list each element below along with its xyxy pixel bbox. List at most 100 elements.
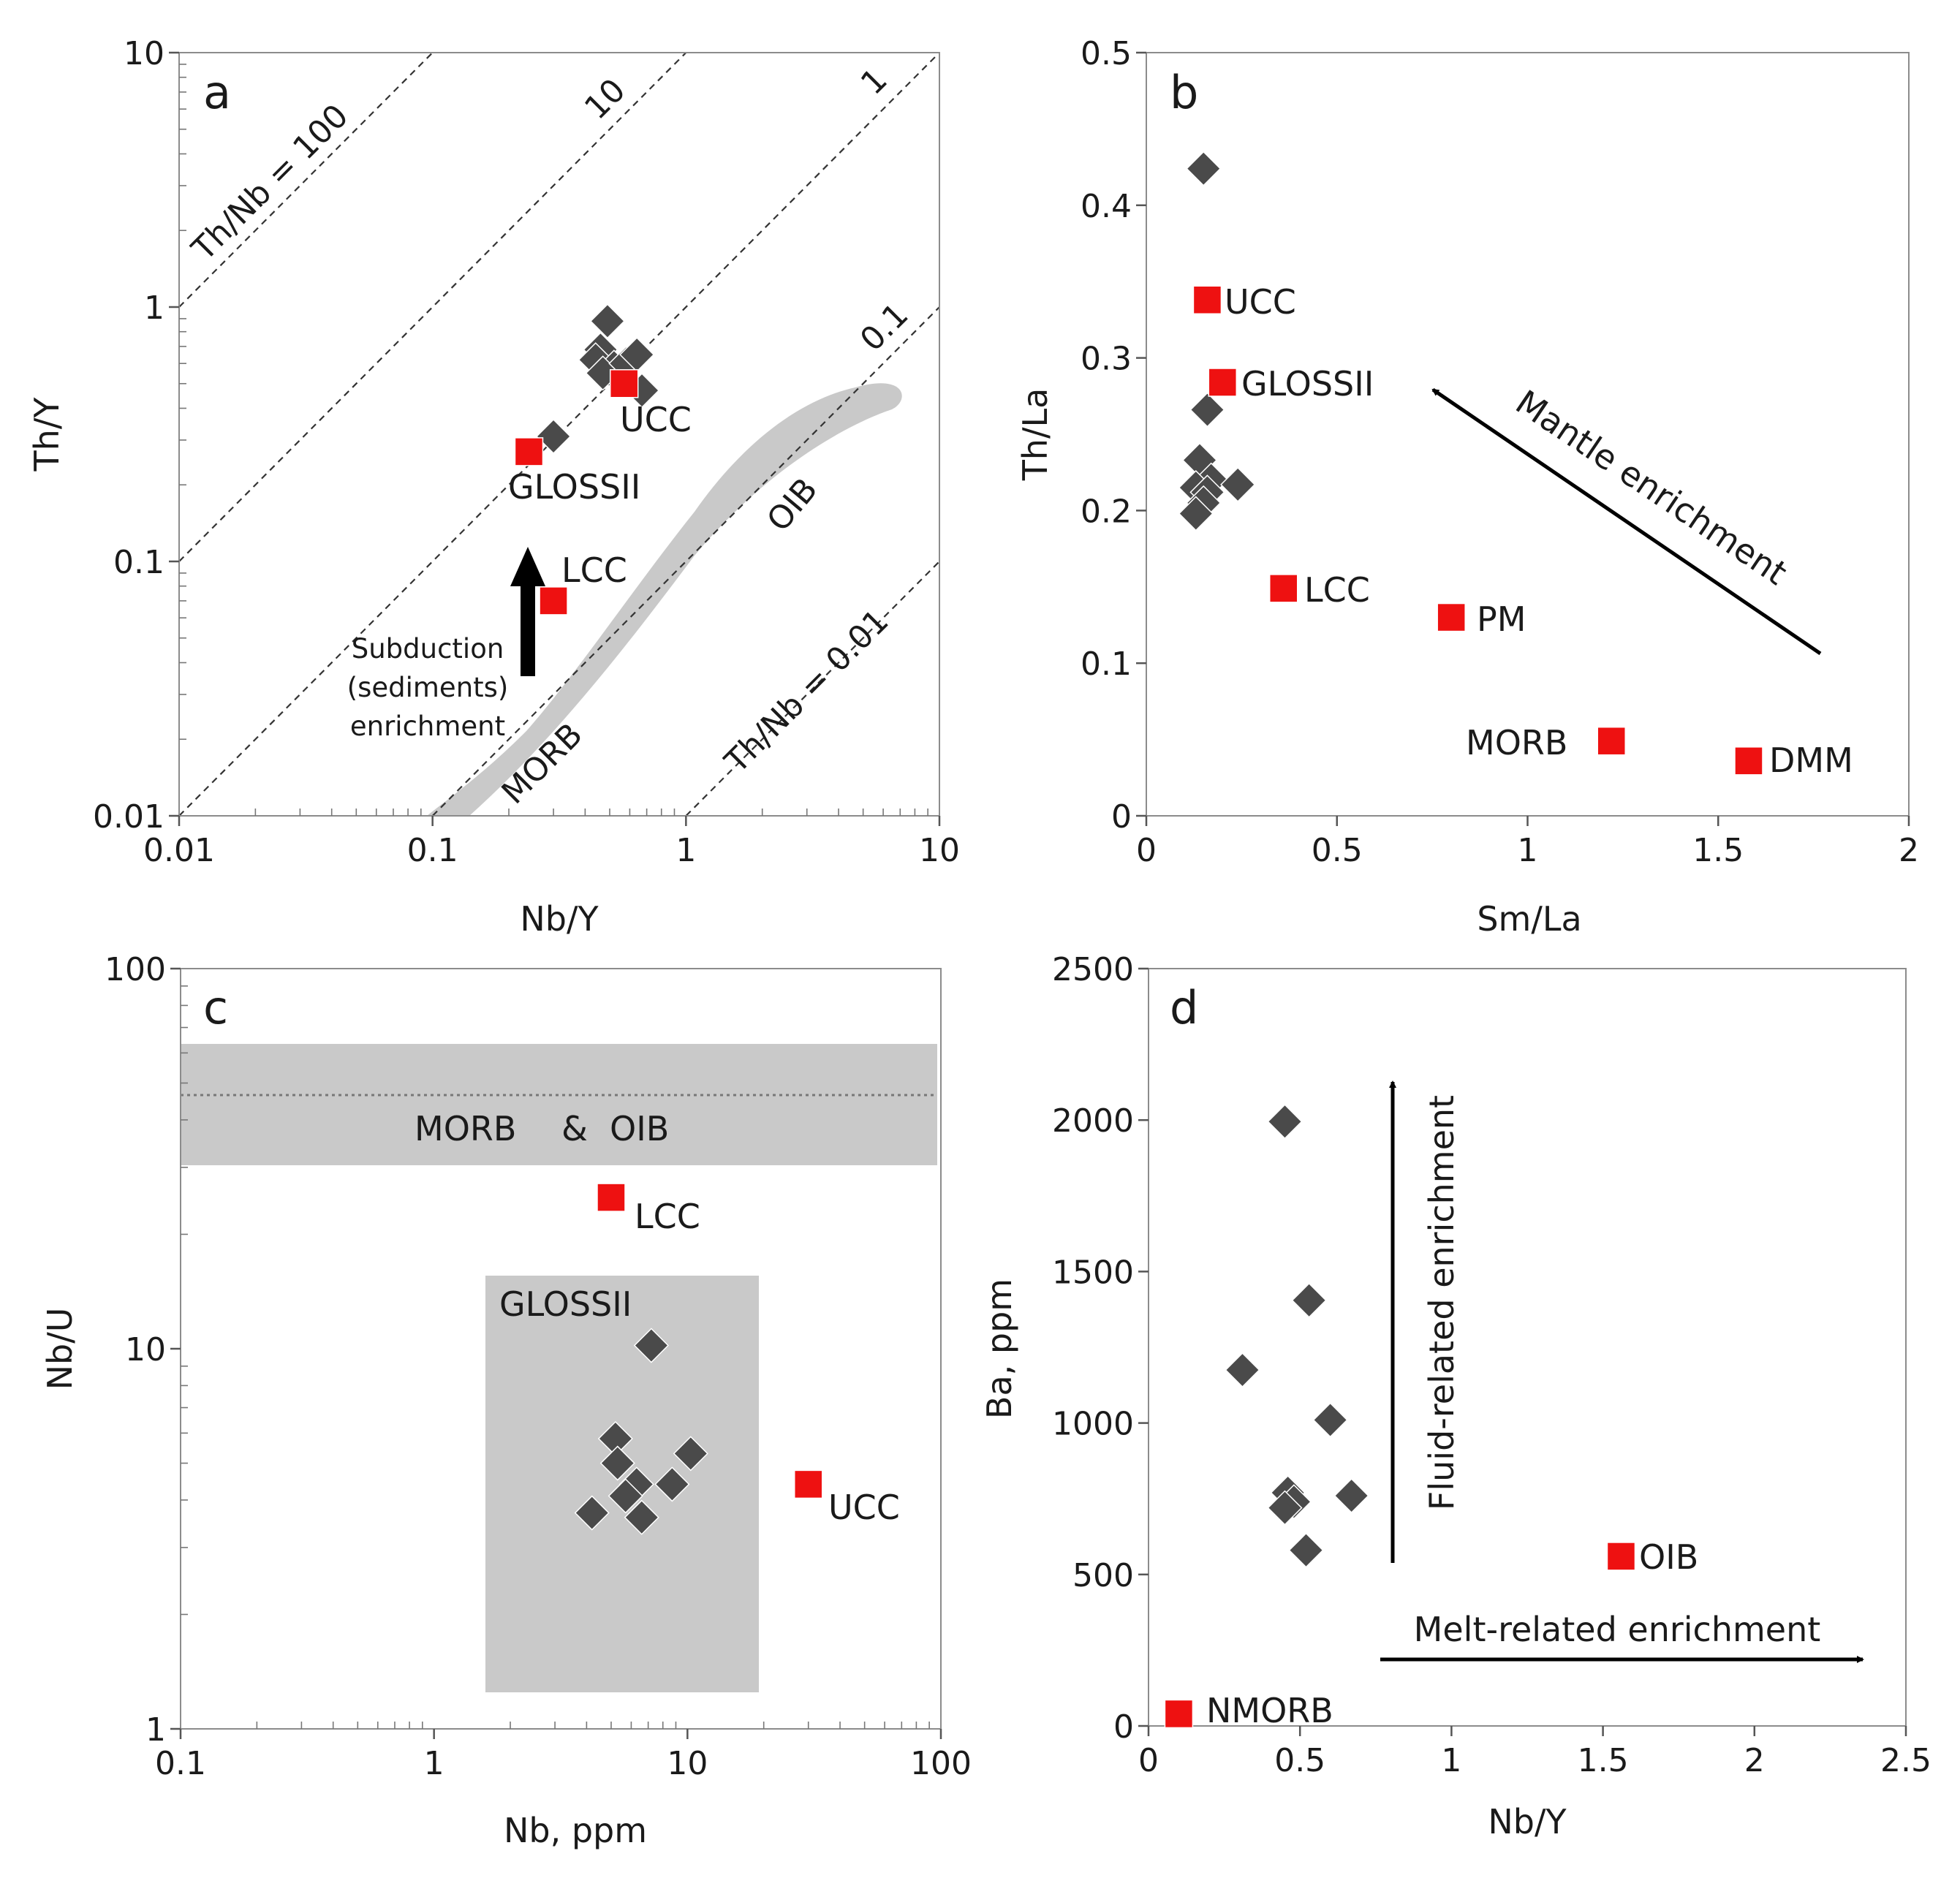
panel-b-x-tick-label: 0.5 (1312, 832, 1363, 869)
panel-a-ref-point-glossii (514, 437, 544, 466)
panel-b-sample-point (1186, 151, 1222, 186)
panel-d-x-tick-label: 1 (1441, 1742, 1461, 1779)
panel-d-sample-point (1333, 1477, 1369, 1514)
subduction-arrow (510, 547, 545, 676)
ref-label-oib-d: OIB (1639, 1537, 1698, 1577)
panel-d-y-tick-label: 2500 (1052, 951, 1134, 988)
panel-d-y-tick-label: 0 (1113, 1708, 1134, 1746)
panel-d-y-tick-label: 1000 (1052, 1406, 1134, 1443)
panel-c-ref-point-ucc (793, 1469, 823, 1499)
annotation-mantle-enrichment: Mantle enrichment (1509, 382, 1795, 593)
annotation-fluid-enrichment: Fluid-related enrichment (1422, 1095, 1461, 1510)
ratio-line-10 (178, 52, 687, 562)
panel-d-y-tick-label: 2000 (1052, 1102, 1134, 1140)
panel-c-x-tick-label: 10 (667, 1745, 708, 1782)
mantle-enrichment-arrow (1431, 387, 1822, 656)
panel-c-xlabel: Nb, ppm (504, 1811, 647, 1850)
panel-b-x-tick-label: 0 (1136, 832, 1157, 869)
panel-a-sample-point (589, 303, 625, 339)
panel-b-y-tick-label: 0.4 (1081, 188, 1132, 225)
ratio-line-label-0.01: Th/Nb = 0.01 (717, 602, 896, 781)
panel-b-ref-point-dmm (1734, 746, 1763, 776)
panel-b: 0 0.5 1 1.5 200.10.20.30.40.5 b Sm/La Th/La … (1015, 35, 1919, 939)
panel-a-ref-point-ucc (609, 369, 639, 398)
panel-d-ref-point-nmorb (1164, 1699, 1194, 1729)
panel-d-sample-point (1225, 1352, 1260, 1388)
panel-b-sample-point (1220, 466, 1256, 502)
panel-b-x-tick-label: 1 (1518, 832, 1538, 869)
panel-c-sample-point (633, 1328, 669, 1363)
ratio-line-label-0.1: 0.1 (853, 296, 916, 359)
panel-d-x-tick-label: 0.5 (1274, 1742, 1325, 1779)
field-label-oib-c: OIB (610, 1109, 669, 1148)
ratio-line-100 (178, 52, 434, 308)
ref-label-glossii-b: GLOSSII (1241, 364, 1374, 404)
panel-d-ref-point-oib (1606, 1542, 1636, 1571)
panel-c-x-tick-label: 0.1 (155, 1745, 206, 1782)
panel-a-letter: a (203, 66, 231, 119)
panel-d-x-tick-label: 1.5 (1578, 1742, 1629, 1779)
panel-a-plot-frame (178, 52, 940, 817)
annotation-sediments: (sediments) (347, 672, 509, 703)
field-label-amp: & (561, 1109, 588, 1148)
panel-c-sample-point (624, 1499, 659, 1535)
ref-label-nmorb: NMORB (1206, 1691, 1333, 1730)
panel-d-plot-frame (1148, 968, 1907, 1727)
panel-b-y-tick-label: 0.2 (1081, 493, 1132, 530)
ratio-line-label-10: 10 (578, 72, 633, 127)
panel-c-letter: c (203, 981, 228, 1034)
panel-d-sample-point (1312, 1402, 1348, 1438)
panel-b-y-tick-label: 0.1 (1081, 645, 1132, 683)
panel-c-sample-point (673, 1436, 708, 1472)
panel-c-y-tick-label: 10 (125, 1331, 166, 1368)
panel-a-y-tick-label: 0.01 (93, 798, 164, 836)
panel-c-ref-point-lcc (597, 1183, 626, 1212)
panel-a-y-tick-label: 10 (124, 35, 164, 72)
panel-d-sample-point (1291, 1282, 1327, 1318)
panel-d-sample-point (1267, 1104, 1303, 1140)
panel-a-x-tick-label: 0.1 (407, 832, 458, 869)
ref-label-morb: MORB (1466, 723, 1567, 762)
ref-label-lcc-b: LCC (1304, 570, 1370, 610)
panel-d-y-tick-label: 500 (1072, 1557, 1134, 1594)
panel-a-ylabel: Th/Y (27, 397, 67, 472)
panel-a-y-tick-label: 1 (144, 289, 164, 327)
panel-d-x-tick-label: 2 (1744, 1742, 1765, 1779)
panel-a-x-tick-label: 10 (919, 832, 960, 869)
ratio-line-label-1: 1 (854, 61, 895, 102)
annotation-enrichment: enrichment (350, 711, 505, 742)
panel-c-sample-point (654, 1466, 690, 1502)
annotation-subduction: Subduction (352, 633, 504, 665)
panel-a-xlabel: Nb/Y (520, 899, 599, 939)
panel-b-ref-point-ucc (1192, 285, 1222, 315)
field-label-glossii-c: GLOSSII (499, 1284, 632, 1324)
panel-b-y-tick-label: 0 (1111, 798, 1132, 836)
panel-b-ref-point-lcc (1268, 574, 1298, 603)
panel-d-y-tick-label: 1500 (1052, 1254, 1134, 1291)
ref-label-lcc-c: LCC (635, 1197, 700, 1236)
ratio-line-label-100: Th/Nb = 100 (184, 97, 355, 268)
panel-b-ylabel: Th/La (1015, 388, 1055, 482)
panel-b-xlabel: Sm/La (1477, 899, 1581, 939)
panel-c-y-tick-label: 1 (145, 1711, 166, 1749)
annotation-melt-enrichment: Melt-related enrichment (1414, 1610, 1821, 1649)
panel-b-x-tick-label: 1.5 (1692, 832, 1744, 869)
ref-label-ucc-c: UCC (828, 1488, 900, 1527)
ref-label-ucc: UCC (620, 400, 692, 439)
panel-b-ref-point-glossii (1208, 368, 1238, 397)
panel-a-x-tick-label: 1 (676, 832, 696, 869)
panel-a-sample-point (536, 418, 572, 455)
panel-d-x-tick-label: 0 (1138, 1742, 1159, 1779)
field-label-morb-c: MORB (415, 1109, 516, 1148)
ratio-line-0.1 (431, 306, 940, 817)
panel-d-ylabel: Ba, ppm (980, 1279, 1019, 1419)
panel-a-ref-point-lcc (539, 586, 568, 616)
panel-a-field-oib-morb (427, 383, 902, 816)
ratio-line-0.01 (685, 561, 940, 817)
panel-c-x-tick-label: 1 (424, 1745, 444, 1782)
panel-b-sample-point (1189, 392, 1225, 428)
morb-oib-band (181, 1044, 937, 1165)
